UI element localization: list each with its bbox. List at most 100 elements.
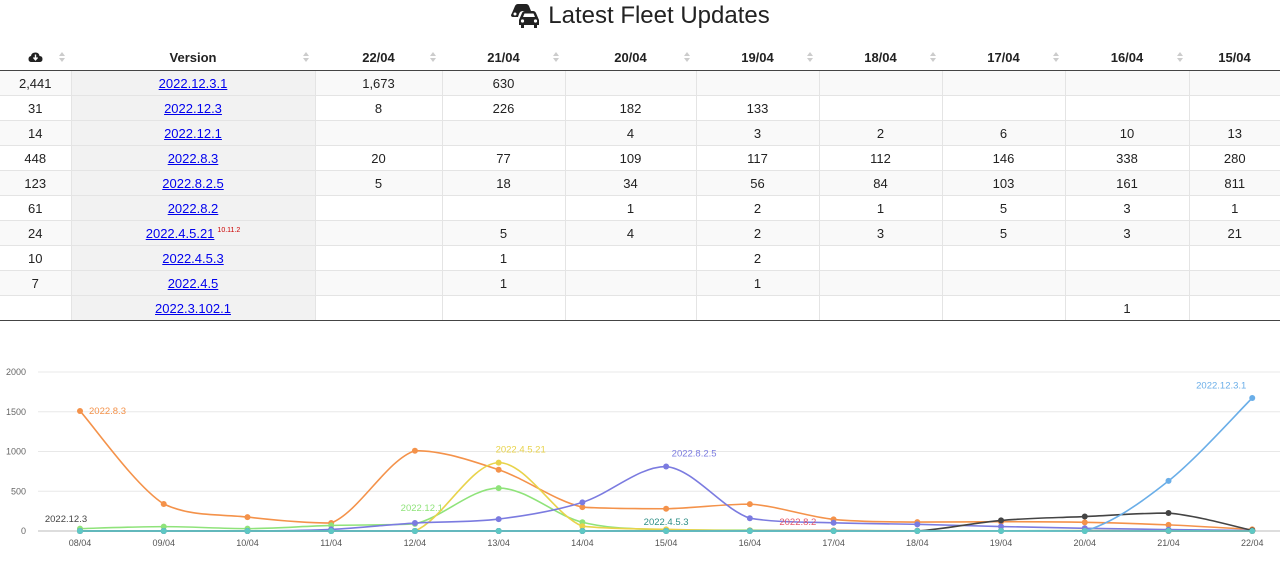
column-header-20-04[interactable]: 20/04 [565,44,696,71]
version-cell: 2022.8.2 [71,195,316,221]
version-cell: 2022.4.5.21 10.11.2 [71,220,316,246]
data-point[interactable] [495,485,502,492]
count-cell [942,295,1066,321]
data-point[interactable] [746,528,753,534]
data-point[interactable] [77,407,83,414]
count-cell [942,270,1066,296]
table-row: 14 2022.12.1 4 3 2 6 10 13 [0,120,1280,146]
page-title: Latest Fleet Updates [0,0,1280,32]
data-point[interactable] [1249,394,1256,401]
count-cell [696,70,820,96]
fleet-updates-chart: 0 500 1000 1500 2000 08/04 09/04 10/04 11/04 12/0… [6,367,1280,548]
version-link[interactable]: 2022.12.3 [164,100,222,116]
data-point[interactable] [914,521,921,528]
version-link[interactable]: 2022.8.3 [167,150,219,166]
count-cell [565,70,697,96]
x-tick-label: 16/04 [739,538,762,548]
sort-icon[interactable] [1053,52,1059,62]
column-header-downloads[interactable] [0,44,71,71]
data-point[interactable] [1249,528,1256,534]
data-point[interactable] [495,459,502,466]
count-cell: 2 [696,245,820,271]
version-link[interactable]: 2022.4.5.3 [162,250,224,266]
data-point[interactable] [830,519,837,526]
sort-icon[interactable] [1177,52,1183,62]
column-header-19-04[interactable]: 19/04 [696,44,819,71]
column-header-17-04[interactable]: 17/04 [942,44,1065,71]
column-header-18-04[interactable]: 18/04 [819,44,942,71]
data-point[interactable] [1165,521,1172,528]
sort-icon[interactable] [684,52,690,62]
data-point[interactable] [998,517,1005,524]
data-point[interactable] [579,504,586,511]
count-cell: 133 [696,95,820,121]
data-point[interactable] [579,523,586,530]
x-tick-label: 10/04 [236,538,259,548]
data-point[interactable] [160,500,167,507]
count-cell [819,245,943,271]
sort-icon[interactable] [553,52,559,62]
data-point[interactable] [1165,477,1172,484]
data-point[interactable] [579,528,586,534]
data-point[interactable] [830,528,837,534]
data-point[interactable] [1081,513,1088,520]
version-cell: 2022.12.1 [71,120,316,146]
data-point[interactable] [244,528,251,534]
table-header-row: Version 22/04 21/04 20/04 19/04 18/04 17/04 16/… [0,44,1280,71]
data-point[interactable] [411,528,418,534]
data-point[interactable] [746,515,753,522]
version-link[interactable]: 2022.3.102.1 [155,300,231,316]
data-point[interactable] [1165,527,1172,534]
sort-icon[interactable] [430,52,436,62]
data-point[interactable] [663,505,670,512]
data-point[interactable] [998,527,1005,534]
data-point[interactable] [663,528,670,534]
column-header-version[interactable]: Version [71,44,315,71]
version-link[interactable]: 2022.4.5.21 [145,225,215,241]
data-point[interactable] [914,528,921,534]
version-link[interactable]: 2022.8.2.5 [162,175,224,191]
y-tick-label: 1500 [6,407,26,417]
column-header-label: 22/04 [362,49,395,65]
data-point[interactable] [77,528,83,534]
count-cell [1189,270,1280,296]
data-point[interactable] [328,528,335,534]
x-tick-label: 11/04 [320,538,342,548]
data-point[interactable] [411,520,418,527]
cloud-download-icon [28,52,43,62]
data-point[interactable] [495,528,502,534]
sort-icon[interactable] [303,52,309,62]
sort-icon[interactable] [807,52,813,62]
count-cell [315,195,443,221]
column-header-label: 20/04 [614,49,647,65]
count-cell: 3 [1065,220,1190,246]
version-link[interactable]: 2022.12.3.1 [158,75,228,91]
data-point[interactable] [998,523,1005,530]
column-header-16-04[interactable]: 16/04 [1065,44,1189,71]
data-point[interactable] [160,523,167,530]
column-header-label: 17/04 [987,49,1020,65]
column-header-21-04[interactable]: 21/04 [442,44,565,71]
data-point[interactable] [1081,528,1088,534]
data-point[interactable] [663,463,670,470]
data-point[interactable] [160,528,167,534]
data-point[interactable] [244,514,251,521]
data-point[interactable] [746,501,753,508]
data-point[interactable] [411,447,418,454]
data-point[interactable] [495,466,502,473]
table-row: 61 2022.8.2 1 2 1 5 3 1 [0,195,1280,221]
version-link[interactable]: 2022.4.5 [167,275,219,291]
data-point[interactable] [579,499,586,506]
table-row: 2,441 2022.12.3.1 1,673 630 [0,70,1280,96]
sort-icon[interactable] [59,52,65,62]
count-cell: 112 [819,145,943,171]
sort-icon[interactable] [930,52,936,62]
count-cell [442,295,566,321]
column-header-22-04[interactable]: 22/04 [315,44,442,71]
version-link[interactable]: 2022.8.2 [167,200,219,216]
data-point[interactable] [1165,510,1172,517]
data-point[interactable] [495,516,502,523]
version-link[interactable]: 2022.12.1 [164,125,222,141]
column-header-15-04[interactable]: 15/04 [1189,44,1280,71]
data-point[interactable] [1081,519,1088,526]
